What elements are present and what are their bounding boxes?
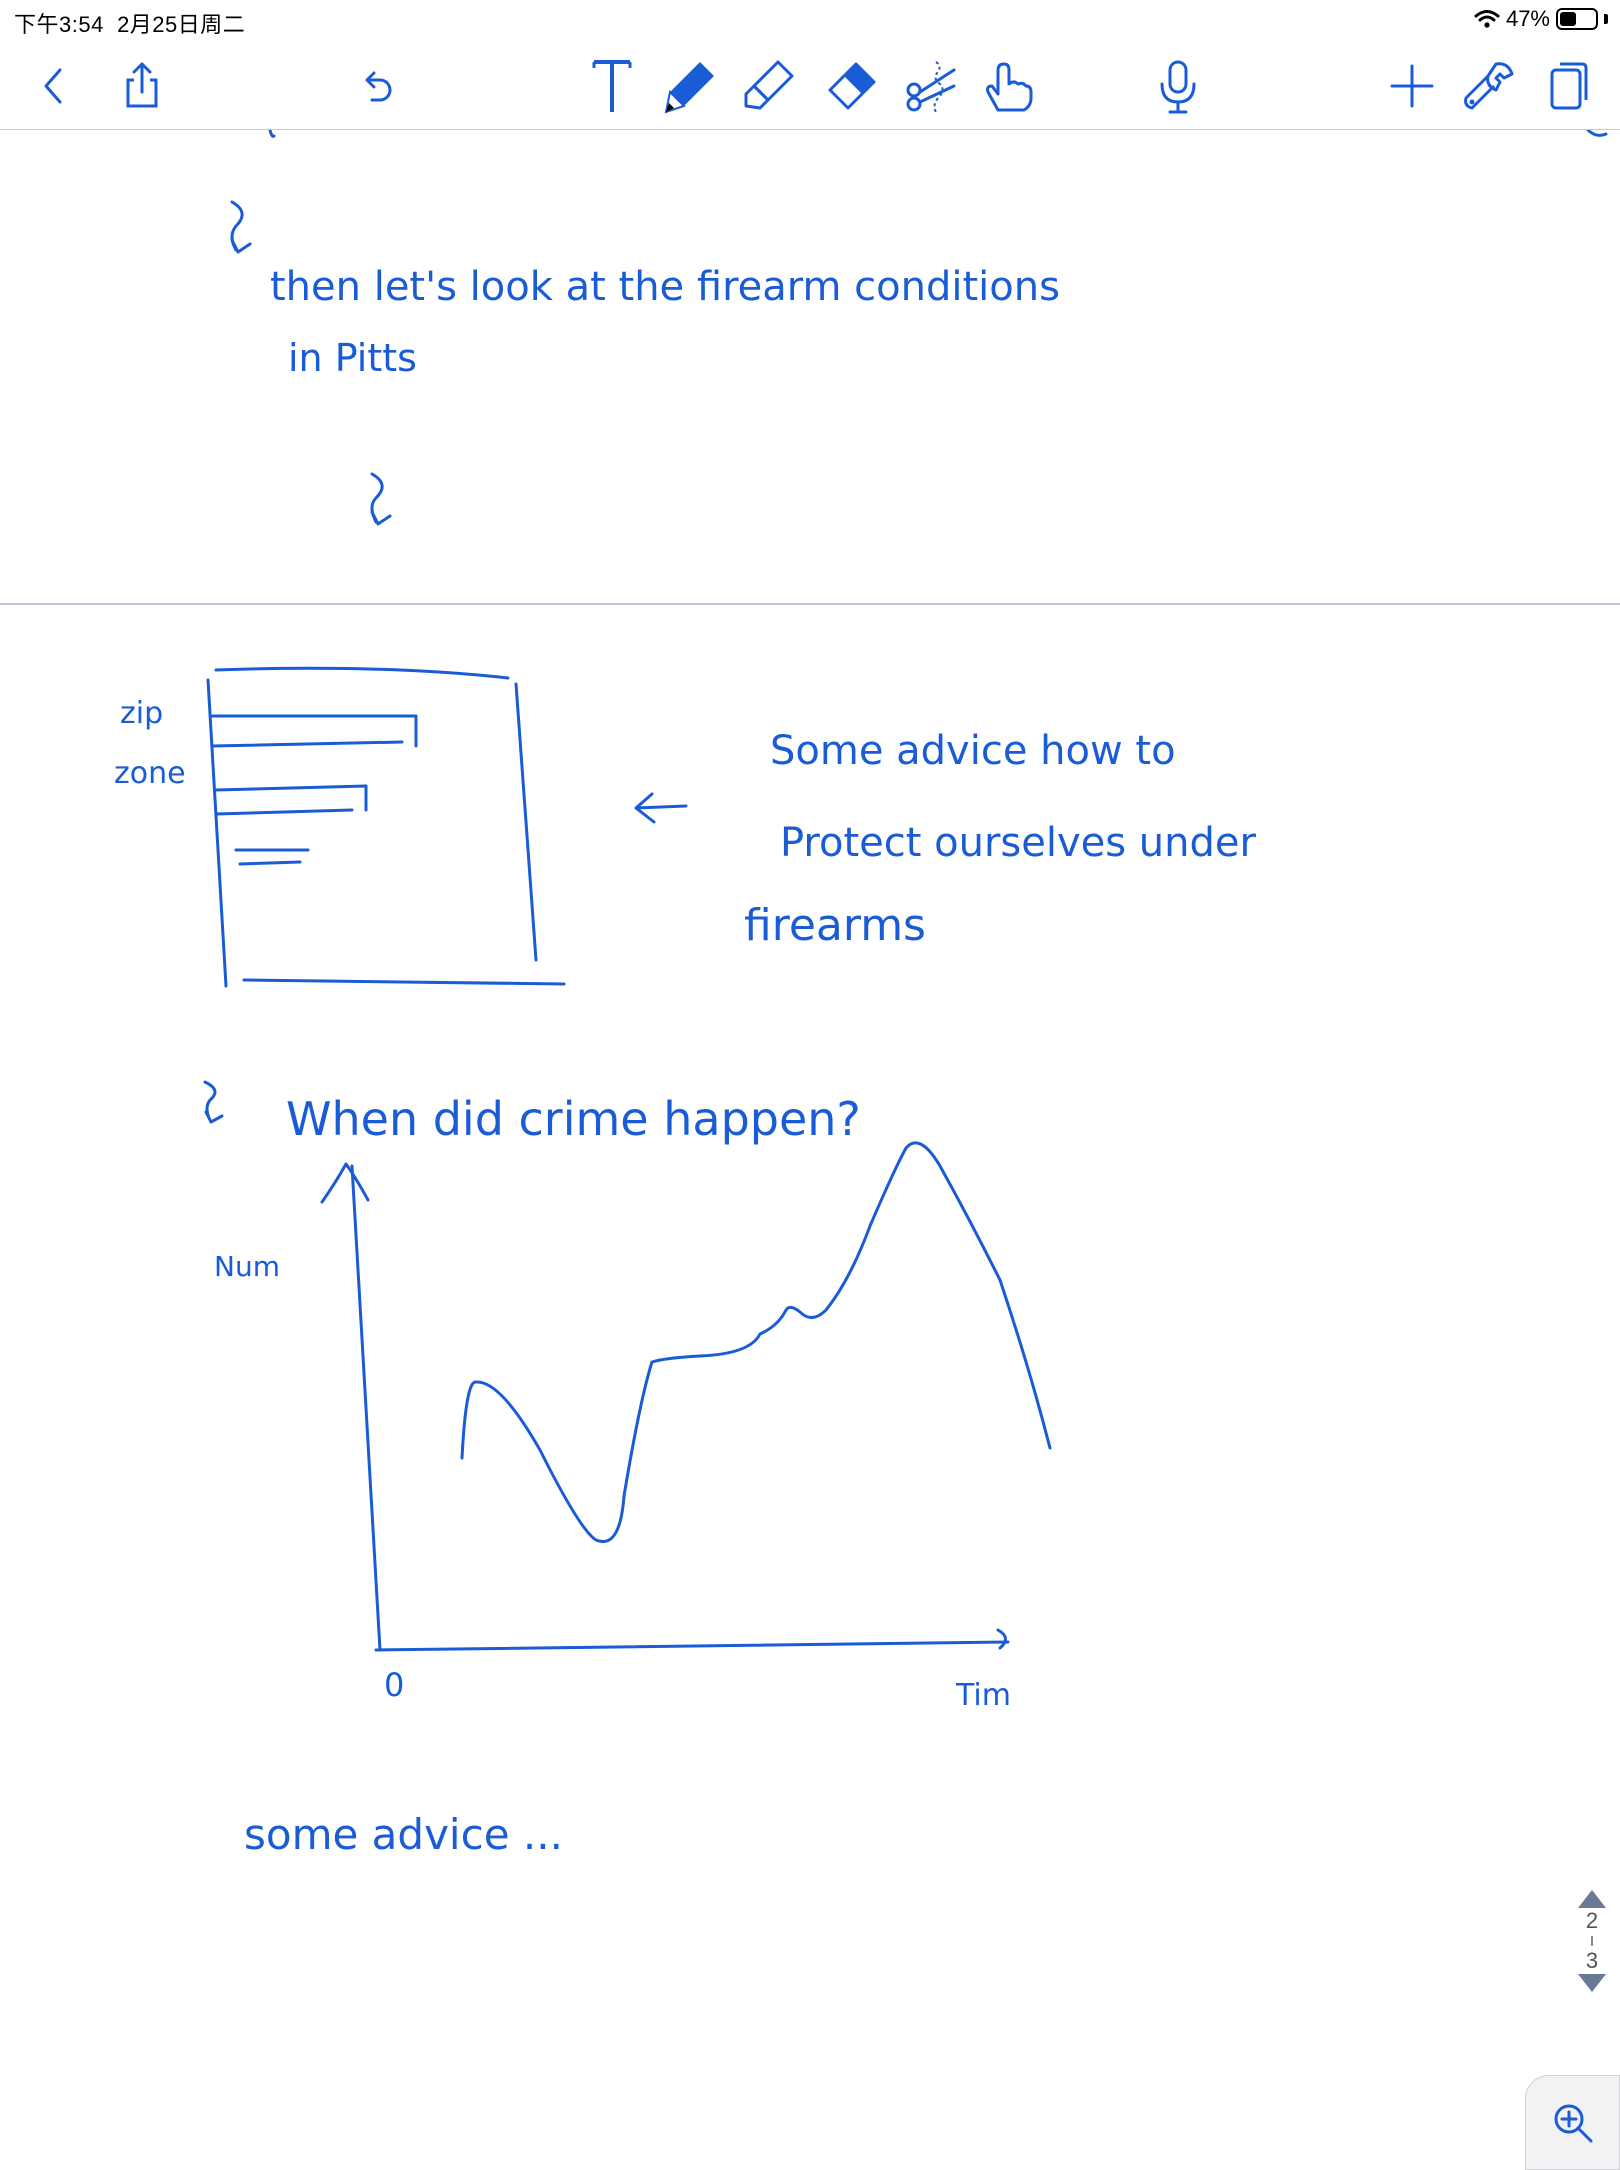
status-right: 47% <box>1474 6 1608 32</box>
page-up-arrow-icon[interactable] <box>1578 1890 1606 1908</box>
battery-fill <box>1560 12 1576 26</box>
page-separator <box>1591 1936 1593 1946</box>
bar-3 <box>234 848 310 866</box>
bar-chart-bottom-line <box>242 978 566 986</box>
bar-2 <box>214 784 368 816</box>
settings-button[interactable] <box>1456 54 1520 118</box>
eraser-icon <box>828 62 876 110</box>
arrow-left <box>634 792 688 824</box>
ink-fragment-right <box>1586 130 1608 137</box>
page-indicator[interactable]: 2 3 <box>1572 1890 1612 2030</box>
highlighter-icon <box>744 60 794 110</box>
status-bar: 下午3:54 2月25日周二 47% <box>0 0 1620 40</box>
battery-tip <box>1604 14 1608 24</box>
note-line-firearm-conditions: then let's look at the firearm condition… <box>270 264 1060 310</box>
page-current: 2 <box>1585 1908 1599 1933</box>
status-date: 2月25日周二 <box>117 12 246 37</box>
add-button[interactable] <box>1380 54 1444 118</box>
lasso-tool-button[interactable] <box>898 54 962 118</box>
touch-tool-button[interactable] <box>974 54 1038 118</box>
bar-chart-top-line <box>214 666 510 680</box>
note-canvas[interactable]: then let's look at the firearm condition… <box>0 130 1620 2160</box>
chart-x-arrow <box>996 1628 1007 1650</box>
battery-percent: 47% <box>1505 6 1550 31</box>
pen-tool-button[interactable] <box>658 54 722 118</box>
bar-chart-axis-left <box>206 678 228 988</box>
pages-icon <box>1550 62 1588 110</box>
lasso-scissors-icon <box>906 61 956 113</box>
note-line-pitts: in Pitts <box>288 336 417 380</box>
zone-label: zone <box>114 756 186 791</box>
chart-x-axis <box>374 1640 1010 1652</box>
chart-origin-label: 0 <box>384 1666 405 1704</box>
eraser-tool-button[interactable] <box>818 54 882 118</box>
undo-icon <box>365 71 392 102</box>
question-when-crime: When did crime happen? <box>286 1092 861 1146</box>
chart-y-label: Num <box>214 1250 280 1283</box>
touch-hand-icon <box>986 62 1033 112</box>
share-icon <box>126 62 158 108</box>
zoom-button[interactable] <box>1525 2075 1620 2170</box>
crime-trend-line <box>460 1141 1052 1543</box>
arrow-down-1 <box>230 200 252 254</box>
toolbar <box>0 40 1620 130</box>
pages-button[interactable] <box>1536 54 1600 118</box>
advice-line-3: firearms <box>744 900 926 951</box>
undo-button[interactable] <box>344 54 408 118</box>
record-audio-button[interactable] <box>1146 54 1210 118</box>
page-down-arrow-icon[interactable] <box>1578 1974 1606 1992</box>
bar-1 <box>210 714 418 748</box>
pen-icon <box>664 62 714 114</box>
text-tool-button[interactable] <box>580 54 644 118</box>
ink-fragment-left <box>268 130 276 138</box>
chevron-left-icon <box>44 68 62 104</box>
page-divider <box>0 603 1620 605</box>
advice-line-1: Some advice how to <box>770 728 1176 774</box>
chart-y-axis <box>350 1164 382 1652</box>
status-clock: 下午3:54 <box>14 12 104 37</box>
advice-line-2: Protect ourselves under <box>780 820 1256 866</box>
zoom-in-icon <box>1554 2104 1592 2142</box>
arrow-down-3 <box>203 1080 224 1124</box>
arrow-down-2 <box>370 472 392 526</box>
back-button[interactable] <box>22 54 86 118</box>
microphone-icon <box>1160 60 1196 114</box>
chart-y-arrow <box>320 1162 370 1204</box>
chart-x-label: Tim <box>956 1678 1011 1713</box>
page-total: 3 <box>1585 1948 1599 1973</box>
closing-advice: some advice ... <box>244 1810 563 1859</box>
status-time: 下午3:54 2月25日周二 <box>14 7 245 39</box>
wrench-icon <box>1464 62 1514 110</box>
plus-icon <box>1390 64 1434 108</box>
highlighter-tool-button[interactable] <box>736 54 800 118</box>
battery-icon <box>1556 8 1598 30</box>
bar-chart-right-edge <box>514 682 538 962</box>
wifi-icon <box>1474 10 1500 28</box>
share-button[interactable] <box>110 54 174 118</box>
zip-label: zip <box>120 696 164 731</box>
ink-drawing-layer <box>203 130 1608 1652</box>
text-tool-icon <box>592 60 632 112</box>
